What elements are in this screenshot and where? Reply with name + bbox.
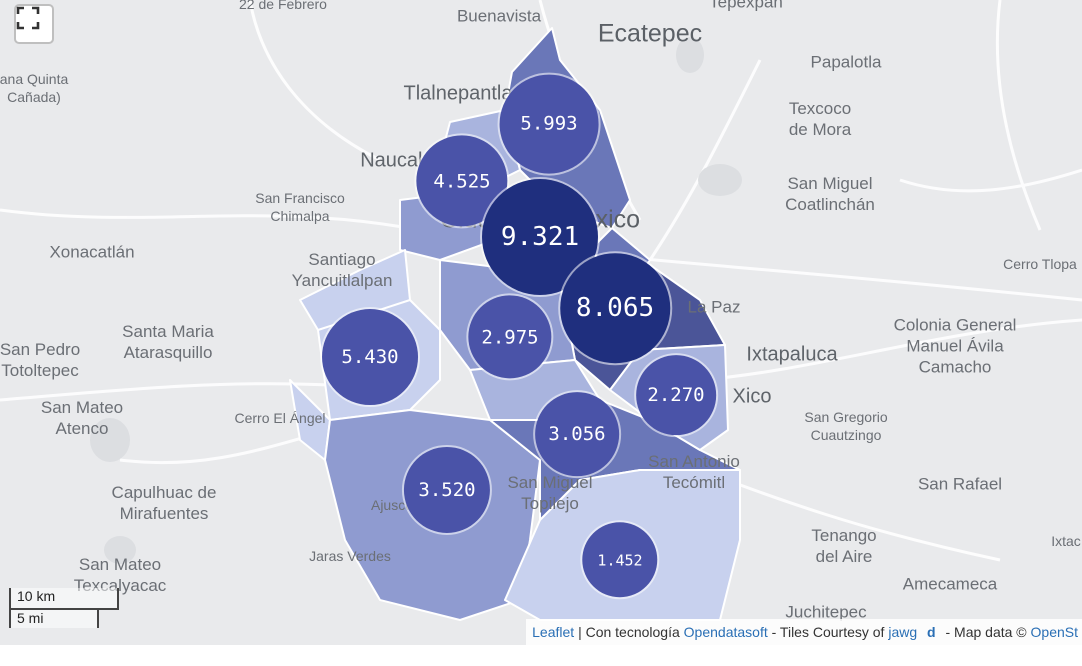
cluster-count: 8.065 <box>575 293 655 323</box>
scale-mi: 5 mi <box>9 608 99 628</box>
place-label: Ajusco <box>370 497 414 513</box>
cluster-count: 1.452 <box>597 551 643 569</box>
place-label: Tepexpan <box>709 0 783 12</box>
cluster-count: 3.056 <box>548 422 606 445</box>
cluster-marker[interactable]: 2.975 <box>468 295 552 379</box>
cluster-marker[interactable]: 2.270 <box>636 355 716 435</box>
place-label: Santa Maria Atarasquillo <box>122 322 214 362</box>
scale-km: 10 km <box>9 588 119 610</box>
cluster-marker[interactable]: 8.065 <box>560 253 670 363</box>
place-label: La Paz <box>687 297 741 317</box>
place-label: Xico <box>732 385 772 408</box>
cluster-count: 4.525 <box>433 169 491 192</box>
place-label: Santiago Yancuitlalpan <box>291 250 393 290</box>
cluster-count: 2.270 <box>647 384 705 406</box>
attribution-text: - Tiles Courtesy of <box>771 624 885 640</box>
place-label: Juchitepec <box>785 602 867 622</box>
place-label: Buenavista <box>456 6 542 26</box>
place-label: San Pedro Totoltepec <box>0 340 81 380</box>
place-label: San Gregorio Cuautzingo <box>804 409 888 443</box>
jawg-logo-icon: d <box>927 624 936 640</box>
attribution-text: | Con tecnología <box>578 624 680 640</box>
place-label: Ixtapaluca <box>746 343 838 366</box>
cluster-marker[interactable]: 5.430 <box>322 309 418 405</box>
place-label: Papalotla <box>810 52 882 72</box>
place-label: Capulhuac de Mirafuentes <box>111 483 217 523</box>
place-label: Jaras Verdes <box>309 548 391 564</box>
map-scale: 10 km 5 mi <box>9 588 119 628</box>
place-label: Tlalnepantla <box>403 82 513 105</box>
fullscreen-button[interactable] <box>14 4 54 44</box>
osm-link[interactable]: OpenSt <box>1030 624 1078 640</box>
place-label: 22 de Febrero <box>239 0 327 12</box>
map-canvas[interactable]: 22 de Febrero Buenavista Ecatepec Tepexpan a… <box>0 0 1082 645</box>
fullscreen-icon <box>16 6 40 30</box>
parks <box>90 37 742 564</box>
cluster-count: 5.430 <box>341 345 399 368</box>
place-label: San Miguel Coatlinchán <box>785 174 875 214</box>
cluster-marker[interactable]: 5.993 <box>499 74 599 174</box>
cluster-marker[interactable]: 9.321 <box>482 179 598 295</box>
cluster-count: 2.975 <box>481 326 539 348</box>
opendatasoft-link[interactable]: Opendatasoft <box>683 624 768 640</box>
place-label: Cerro El Ángel <box>234 410 326 426</box>
cluster-count: 9.321 <box>500 222 580 252</box>
place-label: Amecameca <box>902 574 998 594</box>
leaflet-link[interactable]: Leaflet <box>532 624 575 640</box>
cluster-count: 5.993 <box>520 112 578 135</box>
cluster-marker[interactable]: 3.520 <box>403 446 491 534</box>
place-label: Ecatepec <box>597 19 703 48</box>
place-label: San Rafael <box>917 474 1003 494</box>
attribution-text: - Map data © <box>945 624 1027 640</box>
place-label: Cerro Tlopa <box>1003 256 1077 272</box>
place-label: ana Quinta Cañada) <box>0 71 69 105</box>
attribution-bar: Leaflet | Con tecnología Opendatasoft - … <box>526 619 1082 645</box>
cluster-marker[interactable]: 3.056 <box>535 392 619 476</box>
place-label: San Mateo Atenco <box>40 398 124 438</box>
place-label: San Francisco Chimalpa <box>255 190 345 224</box>
place-label: Xonacatlán <box>49 242 135 262</box>
place-label: San Antonio Tecómitl <box>648 452 740 492</box>
place-label: San Miguel Topilejo <box>507 473 593 513</box>
jawg-link[interactable]: jawg <box>888 624 918 640</box>
place-label: Colonia General Manuel Ávila Camacho <box>893 315 1017 377</box>
cluster-marker[interactable]: 1.452 <box>582 522 658 598</box>
cluster-count: 3.520 <box>418 479 476 501</box>
place-label: Ixtac <box>1051 533 1081 549</box>
place-label: Tenango del Aire <box>811 526 877 566</box>
place-label: Texcoco de Mora <box>788 99 852 139</box>
